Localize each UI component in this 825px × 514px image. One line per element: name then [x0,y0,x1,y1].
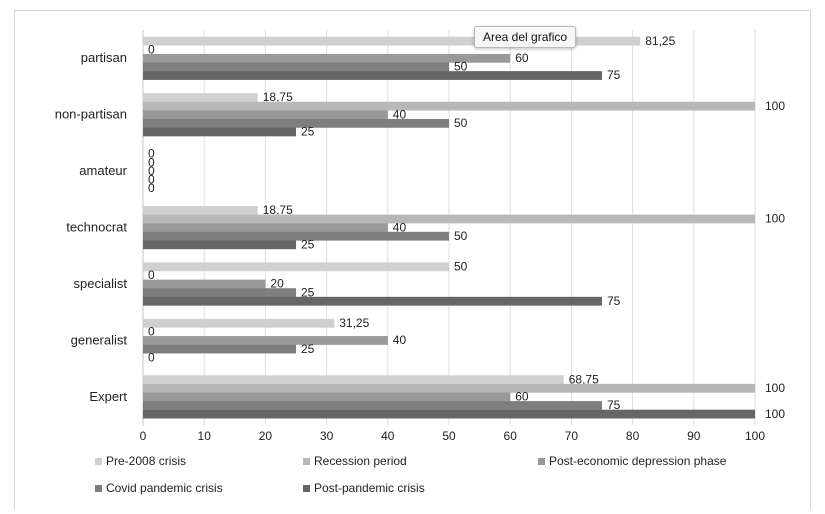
legend-swatch-series-3 [538,458,545,465]
bar-partisan-series-3 [143,53,511,63]
bar-technocrat-series-4 [143,231,449,241]
bar-expert-series-5 [143,409,755,419]
category-label-technocrat: technocrat [66,220,127,235]
x-tick-label-60: 60 [504,429,518,443]
legend-swatch-series-4 [95,485,102,492]
data-label-expert-series-5: 100 [765,407,785,421]
bar-partisan-series-5 [143,71,602,80]
legend-swatch-series-5 [303,485,310,492]
data-label-generalist-series-5: 0 [148,350,155,364]
data-label-partisan-series-3: 60 [515,51,529,65]
data-label-specialist-series-5: 75 [607,294,621,308]
bar-specialist-series-3 [143,279,266,289]
data-label-technocrat-series-2: 100 [765,212,785,226]
data-label-specialist-series-1: 50 [454,260,468,274]
data-label-amateur-series-2: 0 [148,155,155,169]
bar-expert-series-3 [143,392,511,402]
bar-non-partisan-series-1 [143,93,258,102]
data-label-expert-series-2: 100 [765,381,785,395]
data-label-generalist-series-4: 25 [301,342,315,356]
data-label-expert-series-4: 75 [607,398,621,412]
bar-technocrat-series-3 [143,223,388,232]
data-label-generalist-series-3: 40 [393,333,407,347]
bar-partisan-series-4 [143,62,449,72]
bar-specialist-series-1 [143,262,449,272]
category-label-amateur: amateur [79,163,127,178]
category-label-specialist: specialist [74,276,128,291]
bar-generalist-series-4 [143,344,296,354]
x-tick-label-80: 80 [626,429,640,443]
data-label-non-partisan-series-4: 50 [454,116,468,130]
category-label-non-partisan: non-partisan [55,107,127,122]
category-label-expert: Expert [89,389,127,404]
x-tick-label-90: 90 [687,429,701,443]
data-label-partisan-series-1: 81,25 [645,34,675,48]
bar-specialist-series-4 [143,288,296,298]
data-label-non-partisan-series-3: 40 [393,107,407,121]
x-tick-label-10: 10 [198,429,212,443]
data-label-technocrat-series-3: 40 [393,220,407,234]
x-tick-label-40: 40 [381,429,395,443]
legend-swatch-series-2 [303,458,310,465]
data-label-specialist-series-3: 20 [270,277,284,291]
category-label-generalist: generalist [71,332,128,347]
legend-label-series-1: Pre-2008 crisis [106,454,186,468]
legend-label-series-4: Covid pandemic crisis [106,481,223,495]
data-label-non-partisan-series-5: 25 [301,125,315,139]
data-label-generalist-series-1: 31,25 [339,316,369,330]
bar-generalist-series-1 [143,318,335,328]
chart-area[interactable] [14,10,811,510]
bar-expert-series-1 [143,375,564,385]
data-label-partisan-series-4: 50 [454,60,468,74]
data-label-specialist-series-4: 25 [301,285,315,299]
x-tick-label-30: 30 [320,429,334,443]
legend-label-series-5: Post-pandemic crisis [314,481,425,495]
x-tick-label-20: 20 [259,429,273,443]
legend-label-series-3: Post-economic depression phase [549,454,727,468]
bar-technocrat-series-1 [143,206,258,215]
bar-non-partisan-series-3 [143,110,388,120]
bar-expert-series-4 [143,401,602,410]
data-label-technocrat-series-1: 18,75 [263,203,293,217]
bar-non-partisan-series-5 [143,127,296,137]
category-label-partisan: partisan [81,50,127,65]
bar-expert-series-2 [143,383,755,393]
data-label-specialist-series-2: 0 [148,268,155,282]
x-tick-label-50: 50 [442,429,456,443]
x-tick-label-70: 70 [565,429,579,443]
data-label-non-partisan-series-2: 100 [765,99,785,113]
chart-area-tooltip: Area del grafico [474,26,577,48]
bar-non-partisan-series-4 [143,118,449,128]
data-label-amateur-series-4: 0 [148,172,155,186]
data-label-amateur-series-1: 0 [148,147,155,161]
bar-non-partisan-series-2 [143,101,755,111]
x-tick-label-0: 0 [140,429,147,443]
data-label-partisan-series-5: 75 [607,68,621,82]
x-tick-label-100: 100 [745,429,765,443]
data-label-technocrat-series-5: 25 [301,238,315,252]
bar-specialist-series-5 [143,296,602,306]
legend-swatch-series-1 [95,458,102,465]
data-label-partisan-series-2: 0 [148,42,155,56]
data-label-non-partisan-series-1: 18,75 [263,90,293,104]
data-label-expert-series-3: 60 [515,390,529,404]
data-label-amateur-series-5: 0 [148,181,155,195]
bar-technocrat-series-5 [143,240,296,250]
data-label-expert-series-1: 68,75 [569,372,599,386]
legend-label-series-2: Recession period [314,454,407,468]
data-label-technocrat-series-4: 50 [454,229,468,243]
data-label-generalist-series-2: 0 [148,325,155,339]
bar-technocrat-series-2 [143,214,755,224]
bar-partisan-series-1 [143,36,641,46]
bar-generalist-series-3 [143,336,388,345]
data-label-amateur-series-3: 0 [148,164,155,178]
